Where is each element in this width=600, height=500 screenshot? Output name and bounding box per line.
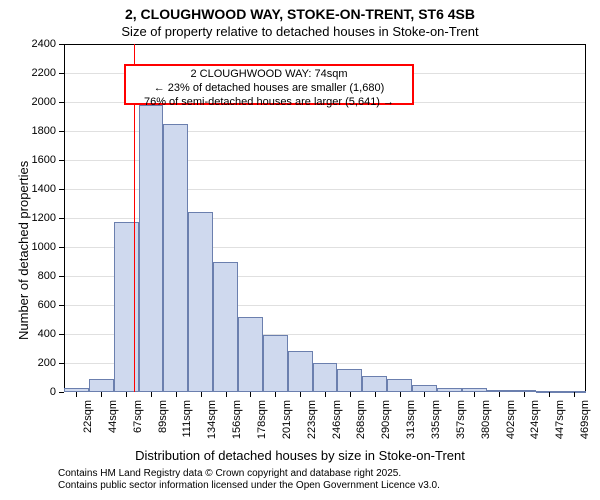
x-tick-mark — [474, 392, 475, 397]
histogram-bar — [213, 262, 238, 393]
y-tick-label: 800 — [16, 270, 56, 282]
y-tick-mark — [59, 73, 64, 74]
y-tick-mark — [59, 131, 64, 132]
x-tick-mark — [524, 392, 525, 397]
x-tick-label: 447sqm — [554, 400, 566, 450]
x-tick-label: 380sqm — [480, 400, 492, 450]
y-tick-label: 200 — [16, 357, 56, 369]
y-tick-label: 1800 — [16, 125, 56, 137]
y-tick-mark — [59, 44, 64, 45]
x-tick-label: 290sqm — [380, 400, 392, 450]
footer-attribution: Contains HM Land Registry data © Crown c… — [58, 468, 440, 492]
y-tick-label: 2200 — [16, 67, 56, 79]
x-tick-label: 469sqm — [579, 400, 591, 450]
x-tick-mark — [549, 392, 550, 397]
histogram-bar — [263, 335, 288, 392]
histogram-bar — [288, 351, 313, 392]
chart-subtitle: Size of property relative to detached ho… — [0, 24, 600, 39]
y-tick-label: 2400 — [16, 38, 56, 50]
chart-container: 2, CLOUGHWOOD WAY, STOKE-ON-TRENT, ST6 4… — [0, 0, 600, 500]
y-tick-label: 1200 — [16, 212, 56, 224]
annotation-line: 2 CLOUGHWOOD WAY: 74sqm — [130, 68, 408, 82]
footer-line-2: Contains public sector information licen… — [58, 480, 440, 492]
x-tick-mark — [350, 392, 351, 397]
x-tick-label: 44sqm — [107, 400, 119, 450]
y-tick-label: 400 — [16, 328, 56, 340]
histogram-bar — [188, 212, 213, 392]
histogram-bar — [139, 105, 164, 392]
y-tick-mark — [59, 160, 64, 161]
histogram-bar — [387, 379, 412, 392]
y-tick-mark — [59, 276, 64, 277]
y-tick-mark — [59, 334, 64, 335]
y-tick-label: 1000 — [16, 241, 56, 253]
y-tick-mark — [59, 189, 64, 190]
histogram-bar — [313, 363, 338, 392]
y-tick-label: 600 — [16, 299, 56, 311]
annotation-box: 2 CLOUGHWOOD WAY: 74sqm← 23% of detached… — [124, 64, 414, 105]
y-tick-mark — [59, 392, 64, 393]
x-tick-mark — [151, 392, 152, 397]
x-tick-mark — [250, 392, 251, 397]
histogram-bar — [362, 376, 387, 392]
y-tick-label: 0 — [16, 386, 56, 398]
x-tick-mark — [126, 392, 127, 397]
x-tick-label: 89sqm — [157, 400, 169, 450]
x-tick-label: 111sqm — [181, 400, 193, 450]
x-tick-mark — [375, 392, 376, 397]
histogram-bar — [163, 124, 188, 392]
y-tick-mark — [59, 363, 64, 364]
histogram-bar — [89, 379, 114, 392]
gridline — [64, 44, 586, 45]
x-tick-label: 178sqm — [256, 400, 268, 450]
histogram-bar — [337, 369, 362, 392]
x-tick-mark — [300, 392, 301, 397]
y-tick-mark — [59, 102, 64, 103]
y-tick-mark — [59, 247, 64, 248]
x-tick-mark — [400, 392, 401, 397]
x-tick-mark — [424, 392, 425, 397]
x-tick-mark — [201, 392, 202, 397]
x-tick-label: 402sqm — [505, 400, 517, 450]
x-tick-label: 67sqm — [132, 400, 144, 450]
y-tick-mark — [59, 218, 64, 219]
y-tick-label: 1600 — [16, 154, 56, 166]
x-tick-mark — [176, 392, 177, 397]
x-tick-label: 268sqm — [355, 400, 367, 450]
x-tick-label: 156sqm — [231, 400, 243, 450]
x-tick-mark — [325, 392, 326, 397]
x-tick-label: 313sqm — [405, 400, 417, 450]
x-tick-label: 335sqm — [430, 400, 442, 450]
x-tick-mark — [76, 392, 77, 397]
x-tick-mark — [449, 392, 450, 397]
x-tick-mark — [499, 392, 500, 397]
histogram-bar — [412, 385, 437, 392]
x-tick-mark — [101, 392, 102, 397]
y-tick-label: 2000 — [16, 96, 56, 108]
x-tick-mark — [226, 392, 227, 397]
chart-title: 2, CLOUGHWOOD WAY, STOKE-ON-TRENT, ST6 4… — [0, 6, 600, 22]
footer-line-1: Contains HM Land Registry data © Crown c… — [58, 468, 440, 480]
x-tick-label: 22sqm — [82, 400, 94, 450]
annotation-line: 76% of semi-detached houses are larger (… — [130, 96, 408, 110]
x-tick-label: 246sqm — [331, 400, 343, 450]
y-tick-mark — [59, 305, 64, 306]
x-tick-mark — [275, 392, 276, 397]
x-tick-label: 424sqm — [529, 400, 541, 450]
y-tick-label: 1400 — [16, 183, 56, 195]
x-tick-mark — [574, 392, 575, 397]
x-tick-label: 201sqm — [281, 400, 293, 450]
histogram-bar — [238, 317, 263, 392]
x-tick-label: 357sqm — [455, 400, 467, 450]
x-axis-label: Distribution of detached houses by size … — [0, 448, 600, 463]
annotation-line: ← 23% of detached houses are smaller (1,… — [130, 82, 408, 96]
x-tick-label: 223sqm — [306, 400, 318, 450]
x-tick-label: 134sqm — [206, 400, 218, 450]
